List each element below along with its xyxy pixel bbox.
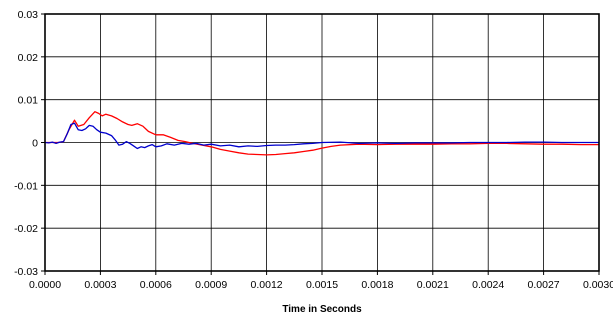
series-lines bbox=[44, 111, 599, 156]
x-tick-label: 0.0006 bbox=[140, 279, 172, 291]
x-axis-title: Time in Seconds bbox=[282, 304, 362, 315]
x-tick-label: 0.0018 bbox=[361, 279, 393, 291]
x-tick-label: 0.0009 bbox=[195, 279, 227, 291]
x-tick-label: 0.0021 bbox=[417, 279, 449, 291]
series-line-2 bbox=[44, 122, 599, 150]
y-tick-label: 0 bbox=[32, 138, 38, 150]
y-tick-label: -0.01 bbox=[14, 180, 38, 192]
y-tick-label: -0.02 bbox=[14, 223, 38, 235]
y-tick-label: 0.02 bbox=[18, 52, 39, 64]
x-tick-label: 0.0012 bbox=[251, 279, 283, 291]
x-tick-label: 0.0015 bbox=[306, 279, 338, 291]
x-tick-label: 0.0027 bbox=[528, 279, 560, 291]
y-tick-label: -0.03 bbox=[14, 266, 38, 278]
x-tick-label: 0.0030 bbox=[583, 279, 613, 291]
y-tick-label: 0.01 bbox=[18, 95, 39, 107]
x-tick-label: 0.0003 bbox=[84, 279, 116, 291]
x-tick-label: 0.0024 bbox=[472, 279, 504, 291]
y-tick-label: 0.03 bbox=[18, 9, 39, 21]
x-tick-label: 0.0000 bbox=[29, 279, 61, 291]
series-line-1 bbox=[45, 111, 599, 156]
tick-labels: 0.0000 0.0003 0.0006 0.0009 0.0012 0.0015 0.00… bbox=[14, 9, 613, 291]
